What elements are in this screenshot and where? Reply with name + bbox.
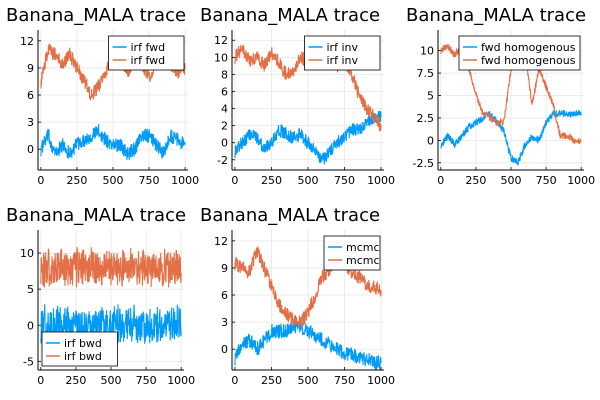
x-tick-label: 250	[66, 174, 87, 187]
x-tick-label: 500	[298, 174, 319, 187]
y-tick-label: 2	[221, 120, 228, 133]
legend-entry: mcmc	[346, 254, 380, 267]
y-tick-label: 12	[214, 34, 228, 47]
x-tick-label: 750	[536, 174, 557, 187]
legend-entry: fwd homogenous	[481, 54, 576, 67]
y-tick-label: 9	[221, 262, 228, 275]
y-tick-label: 9	[27, 62, 34, 75]
chart-panel-3: 0 250 500 750 1000-2.502.557.510Banana_MALA …	[406, 5, 595, 187]
series-line-2	[234, 246, 382, 329]
x-tick-label: 1000	[167, 374, 195, 387]
x-tick-label: 0	[37, 174, 44, 187]
x-tick-label: 500	[101, 374, 122, 387]
y-tick-label: 6	[221, 289, 228, 302]
x-tick-label: 1000	[367, 174, 395, 187]
x-tick-label: 0	[231, 374, 238, 387]
y-tick-label: 12	[20, 35, 34, 48]
chart-title: Banana_MALA trace	[6, 5, 186, 26]
x-tick-label: 0	[231, 174, 238, 187]
y-tick-label: 6	[221, 85, 228, 98]
series-line-2	[40, 246, 182, 288]
y-tick-label: 2.5	[417, 112, 435, 125]
y-tick-label: 10	[420, 45, 434, 58]
y-tick-label: 10	[214, 51, 228, 64]
x-tick-label: 1000	[567, 174, 595, 187]
x-tick-label: 750	[334, 174, 355, 187]
legend-entry: irf inv	[327, 54, 359, 67]
y-tick-label: 7.5	[417, 67, 435, 80]
y-tick-label: 12	[214, 235, 228, 248]
y-tick-label: 3	[27, 116, 34, 129]
chart-title: Banana_MALA trace	[406, 5, 586, 26]
x-tick-label: 500	[103, 174, 124, 187]
y-tick-label: 0	[221, 137, 228, 150]
x-tick-label: 500	[501, 174, 522, 187]
legend-entry: irf inv	[327, 41, 359, 54]
x-tick-label: 1000	[171, 174, 199, 187]
y-tick-label: 0	[427, 134, 434, 147]
chart-panel-1: 0 250 500 750 1000 0 3 6 9 12 Banana_MALA trace irf…	[6, 5, 199, 187]
chart-title: Banana_MALA trace	[200, 205, 380, 226]
x-tick-label: 1000	[367, 374, 395, 387]
series-line-1	[234, 110, 382, 165]
x-tick-label: 0	[437, 174, 444, 187]
x-tick-label: 250	[261, 374, 282, 387]
x-tick-label: 750	[334, 374, 355, 387]
y-tick-label: 5	[427, 90, 434, 103]
y-tick-label: 0	[27, 319, 34, 332]
y-tick-label: -2.5	[413, 157, 434, 170]
chart-title: Banana_MALA trace	[6, 205, 186, 226]
chart-title: Banana_MALA trace	[200, 5, 380, 26]
y-tick-label: 10	[20, 247, 34, 260]
y-tick-label: 0	[27, 143, 34, 156]
legend-entry: irf fwd	[131, 54, 166, 67]
x-tick-label: 750	[139, 174, 160, 187]
y-tick-label: -5	[23, 355, 34, 368]
y-tick-label: 4	[221, 103, 228, 116]
series-line-1	[234, 320, 382, 370]
y-tick-label: -2	[217, 154, 228, 167]
y-tick-label: 8	[221, 68, 228, 81]
x-tick-label: 250	[465, 174, 486, 187]
y-tick-label: 6	[27, 89, 34, 102]
series-line-1	[440, 109, 582, 166]
y-tick-label: 5	[27, 283, 34, 296]
x-tick-label: 750	[136, 374, 157, 387]
x-tick-label: 500	[298, 374, 319, 387]
x-tick-label: 250	[65, 374, 86, 387]
y-tick-label: 3	[221, 316, 228, 329]
chart-panel-5: 0 250 500 750 1000 0 3 6 9 12 Banana_MALA trace mcm…	[200, 205, 395, 387]
x-tick-label: 250	[261, 174, 282, 187]
x-tick-label: 0	[37, 374, 44, 387]
series-line-1	[40, 124, 186, 161]
legend-entry: fwd homogenous	[481, 41, 576, 54]
legend-entry: irf bwd	[64, 350, 102, 363]
legend-entry: irf bwd	[64, 337, 102, 350]
legend-entry: mcmc	[346, 241, 380, 254]
legend-entry: irf fwd	[131, 41, 166, 54]
y-tick-label: 0	[221, 343, 228, 356]
